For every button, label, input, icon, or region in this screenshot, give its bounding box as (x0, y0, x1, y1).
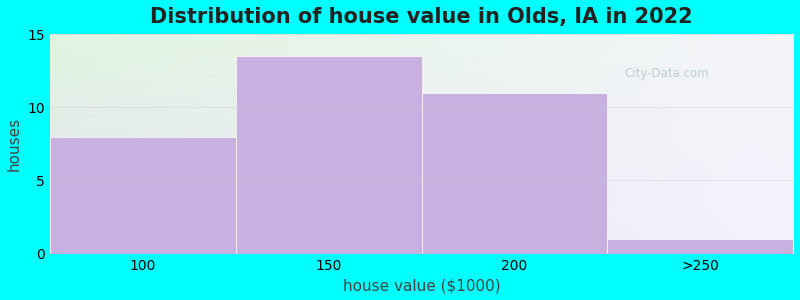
Text: City-Data.com: City-Data.com (625, 67, 709, 80)
Bar (50, 136, 236, 254)
Bar (236, 56, 422, 253)
Bar (607, 239, 793, 254)
Y-axis label: houses: houses (7, 117, 22, 171)
Bar (422, 93, 607, 254)
X-axis label: house value ($1000): house value ($1000) (342, 278, 500, 293)
Title: Distribution of house value in Olds, IA in 2022: Distribution of house value in Olds, IA … (150, 7, 693, 27)
